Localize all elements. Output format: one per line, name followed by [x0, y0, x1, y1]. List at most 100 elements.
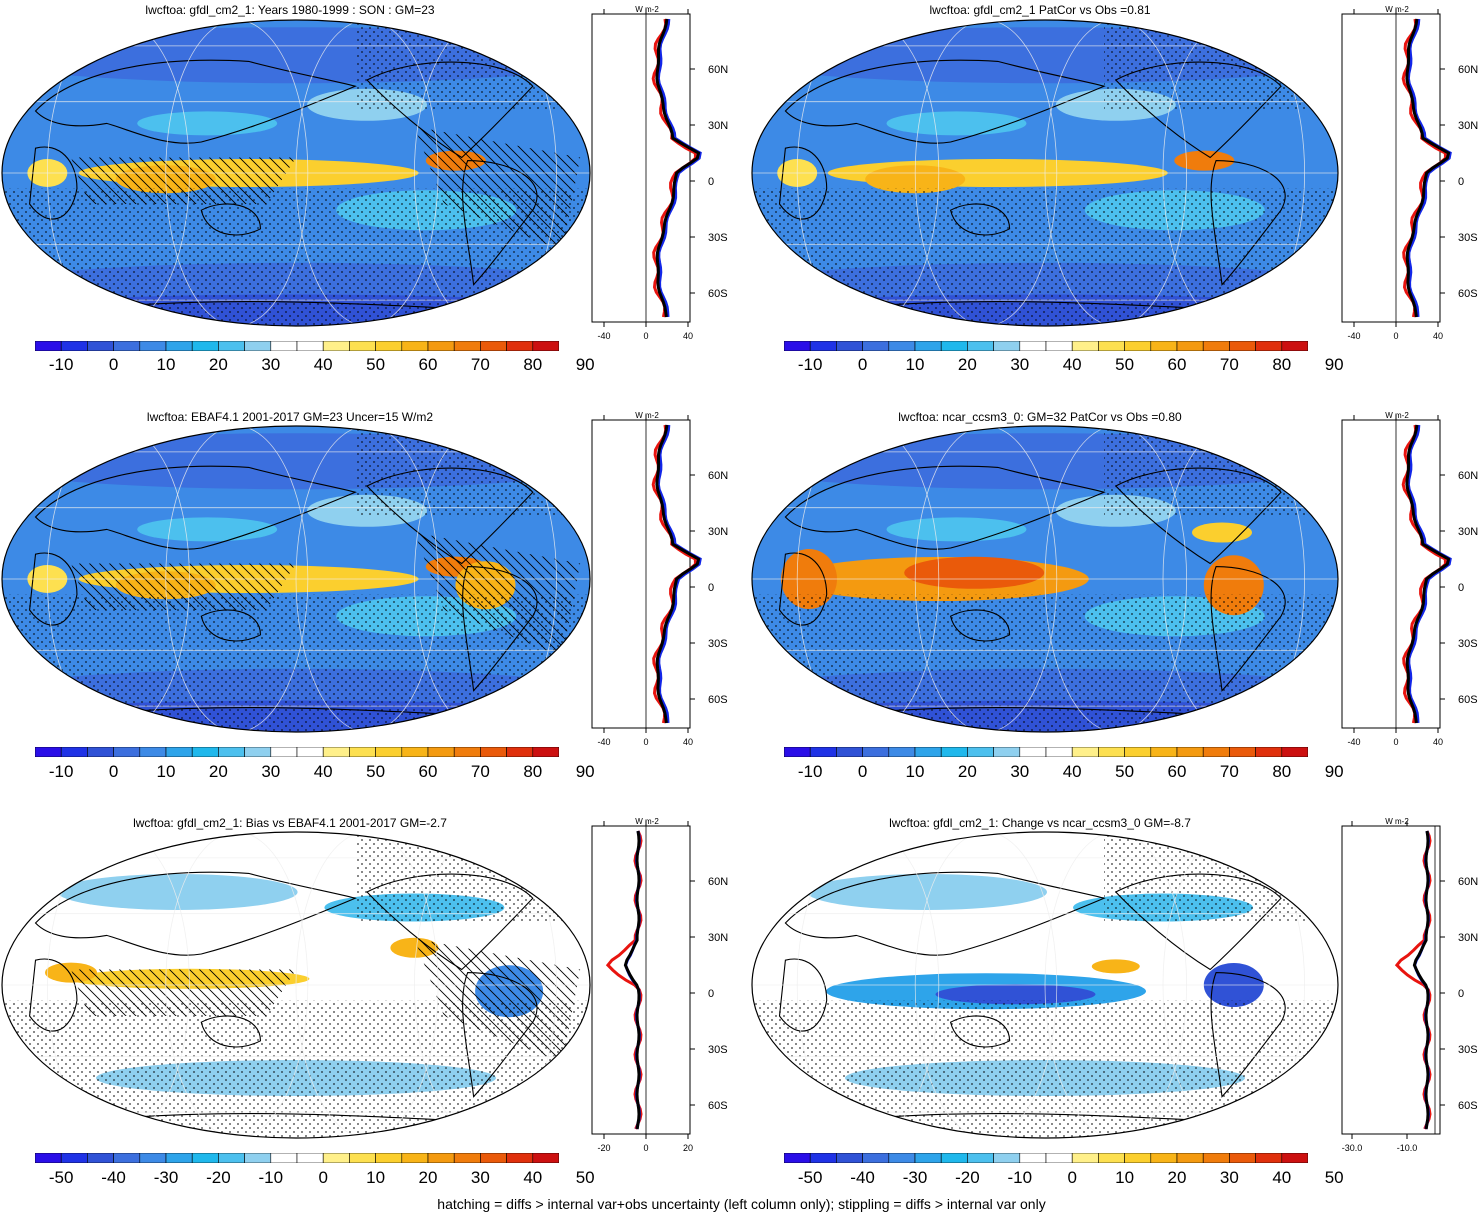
profile-x-tick-label: 40 [683, 331, 693, 341]
world-map [1, 831, 591, 1139]
colorbar-tick-label: 20 [957, 355, 977, 374]
colorbar-tick-label: 90 [1324, 762, 1344, 781]
colorbar-tick-label: 0 [108, 355, 119, 374]
colorbar-labels: -50 -40 -30 -20 -10 0 10 20 30 40 50 [784, 1168, 1344, 1190]
profile-x-tick-label: 0 [643, 737, 648, 747]
profile-line [1394, 830, 1432, 1130]
colorbar-tick-label: 60 [418, 762, 438, 781]
colorbar-tick-label: -10 [258, 1168, 284, 1187]
colorbar-tick-label: 10 [905, 355, 925, 374]
colorbar-tick-label: -10 [48, 762, 74, 781]
world-map [751, 831, 1339, 1139]
profile-lat-label: 60S [1458, 694, 1478, 706]
profile-lat-label: 60N [1458, 470, 1478, 482]
profile-x-tick-label: -40 [597, 737, 610, 747]
profile-lat-label: 30S [1458, 232, 1478, 244]
map-title: lwcftoa: ncar_ccsm3_0: GM=32 PatCor vs O… [898, 410, 1182, 424]
profile-lat-label: 60S [1458, 1100, 1478, 1112]
profile-line [1406, 18, 1452, 318]
colorbar-tick-label: 30 [1010, 355, 1030, 374]
world-map [1, 19, 591, 327]
world-map [751, 19, 1339, 327]
colorbar-tick-label: -50 [797, 1168, 823, 1187]
colorbar-tick-label: 50 [1115, 355, 1135, 374]
profile-x-tick-label: -40 [597, 331, 610, 341]
profile-lat-label: 0 [1458, 988, 1464, 1000]
colorbar-tick-label: 0 [857, 355, 868, 374]
profile-line [656, 18, 702, 318]
colorbar-tick-label: 30 [1219, 1168, 1239, 1187]
profile-line [655, 18, 701, 318]
map-title: lwcftoa: gfdl_cm2_1: Change vs ncar_ccsm… [889, 816, 1191, 830]
map-title: lwcftoa: EBAF4.1 2001-2017 GM=23 Uncer=1… [146, 410, 434, 424]
world-map [751, 425, 1339, 733]
colorbar-tick-label: 30 [1010, 762, 1030, 781]
map-title: lwcftoa: gfdl_cm2_1: Years 1980-1999 : S… [145, 3, 435, 17]
profile-lat-label: 0 [708, 582, 714, 594]
colorbar-tick-label: 80 [523, 355, 543, 374]
colorbar-tick-label: 90 [575, 762, 595, 781]
profile-lat-label: 30N [1458, 526, 1478, 538]
world-map [1, 425, 591, 733]
profile-lat-label: 60S [708, 1100, 728, 1112]
profile-x-tick-label: 40 [1433, 331, 1443, 341]
profile-lat-label: 30S [1458, 1044, 1478, 1056]
colorbar-labels: -10 0 10 20 30 40 50 60 70 80 90 [784, 355, 1344, 377]
colorbar-tick-label: 30 [261, 762, 281, 781]
profile-x-tick-label: -10.0 [1397, 1143, 1418, 1153]
zonal-mean-profile: W m-2 60N 30N 0 30S 60S -40 0 40 [1341, 5, 1478, 341]
profile-lat-label: 30N [1458, 120, 1478, 132]
profile-lat-label: 30N [708, 120, 728, 132]
colorbar-tick-label: 10 [905, 762, 925, 781]
colorbar-tick-label: 20 [418, 1168, 438, 1187]
colorbar-tick-label: 0 [108, 762, 119, 781]
profile-line [1405, 18, 1451, 318]
colorbar-tick-label: 50 [366, 762, 386, 781]
colorbar-tick-label: 10 [1115, 1168, 1135, 1187]
profile-x-tick-label: 0 [643, 1143, 648, 1153]
profile-unit-label: W m-2 [1385, 5, 1409, 14]
profile-unit-label: W m-2 [635, 411, 659, 420]
profile-lat-label: 60S [708, 694, 728, 706]
profile-line [655, 424, 701, 724]
map-title: lwcftoa: gfdl_cm2_1 PatCor vs Obs =0.81 [929, 3, 1151, 17]
colorbar-tick-label: 10 [156, 355, 176, 374]
profile-line [1405, 424, 1451, 724]
profile-x-tick-label: -30.0 [1342, 1143, 1363, 1153]
colorbar-tick-label: 50 [1115, 762, 1135, 781]
profile-unit-label: W m-2 [635, 5, 659, 14]
colorbar-tick-label: -20 [955, 1168, 980, 1187]
profile-x-tick-label: -20 [597, 1143, 610, 1153]
zonal-mean-profile: W m-2 60N 30N 0 30S 60S -30.0 -10.0 [1341, 817, 1478, 1153]
profile-x-tick-label: -40 [1347, 737, 1360, 747]
colorbar-tick-label: 0 [857, 762, 868, 781]
profile-lat-label: 30S [708, 232, 728, 244]
colorbar-tick-label: 80 [1272, 355, 1292, 374]
profile-line [1412, 830, 1430, 1130]
profile-line [605, 830, 643, 1130]
colorbar-labels: -10 0 10 20 30 40 50 60 70 80 90 [35, 355, 595, 377]
profile-unit-label: W m-2 [1385, 411, 1409, 420]
profile-lat-label: 60N [708, 470, 728, 482]
colorbar-tick-label: 40 [313, 355, 333, 374]
profile-unit-label: W m-2 [1385, 817, 1409, 826]
profile-x-tick-label: 0 [1393, 737, 1398, 747]
colorbar-tick-label: 60 [1167, 355, 1187, 374]
colorbar-tick-label: 10 [156, 762, 176, 781]
colorbar-labels: -50 -40 -30 -20 -10 0 10 20 30 40 50 [35, 1168, 595, 1190]
colorbar-tick-label: 70 [470, 355, 490, 374]
zonal-mean-profile: W m-2 60N 30N 0 30S 60S -40 0 40 [591, 411, 728, 747]
colorbar-tick-label: 80 [1272, 762, 1292, 781]
profile-lat-label: 60N [708, 876, 728, 888]
colorbar-tick-label: 0 [1067, 1168, 1077, 1187]
colorbar-tick-label: -30 [902, 1168, 928, 1187]
colorbar-tick-label: 70 [1219, 762, 1239, 781]
profile-lat-label: 60N [708, 64, 728, 76]
profile-lat-label: 30N [1458, 932, 1478, 944]
colorbar-tick-label: 0 [318, 1168, 328, 1187]
colorbar-tick-label: -20 [206, 1168, 231, 1187]
profile-unit-label: W m-2 [635, 817, 659, 826]
zonal-mean-profile: W m-2 60N 30N 0 30S 60S -40 0 40 [591, 5, 728, 341]
colorbar-tick-label: -10 [797, 355, 823, 374]
colorbar-tick-label: 50 [1324, 1168, 1344, 1187]
